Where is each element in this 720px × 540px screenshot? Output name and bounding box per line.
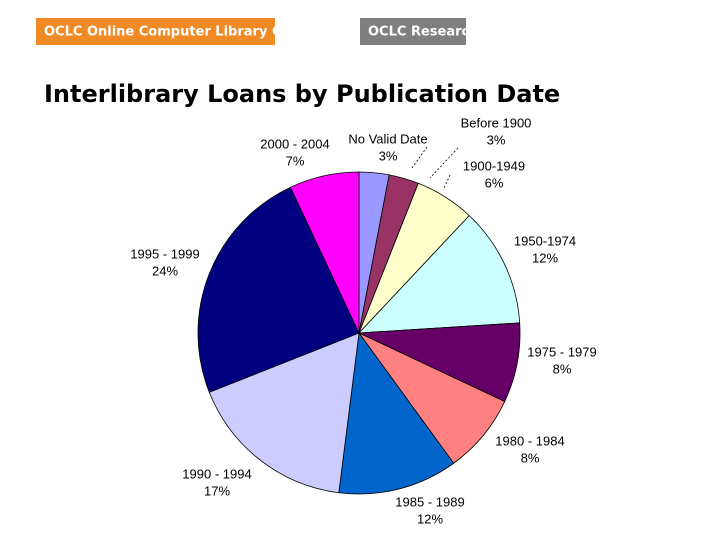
slice-value-label: 8% xyxy=(553,361,572,376)
slice-label: Before 1900 xyxy=(461,115,532,130)
slice-label: 1980 - 1984 xyxy=(495,433,564,448)
org-banner xyxy=(36,18,275,45)
leader-line xyxy=(411,146,428,169)
pie-slice xyxy=(289,171,360,334)
pie-slice xyxy=(197,186,360,393)
slice-value-label: 3% xyxy=(379,148,398,163)
slice-value-label: 24% xyxy=(152,263,178,278)
slice-value-label: 17% xyxy=(204,483,230,498)
slice-value-label: 12% xyxy=(532,250,558,265)
slice-label: 1985 - 1989 xyxy=(395,494,464,509)
chart-title: Interlibrary Loans by Publication Date xyxy=(44,80,560,108)
pie-slice xyxy=(208,332,360,494)
research-banner xyxy=(360,18,466,45)
slice-label: No Valid Date xyxy=(348,131,427,146)
research-name: OCLC Research xyxy=(368,25,478,40)
slice-label: 1900-1949 xyxy=(463,158,525,173)
org-name: OCLC Online Computer Library Center xyxy=(44,25,322,40)
slice-value-label: 12% xyxy=(417,511,443,526)
slice-label: 1975 - 1979 xyxy=(527,344,596,359)
pie-slice xyxy=(358,215,521,334)
slice-label: 1950-1974 xyxy=(514,233,576,248)
pie-slice xyxy=(338,331,455,495)
slice-value-label: 6% xyxy=(485,175,504,190)
leader-line xyxy=(443,174,451,189)
slice-value-label: 8% xyxy=(521,450,540,465)
slice-value-label: 3% xyxy=(487,132,506,147)
slice-label: 2000 - 2004 xyxy=(260,136,329,151)
slice-label: 1995 - 1999 xyxy=(130,246,199,261)
labels: No Valid Date 3% Before 1900 3% 1900-1949 6% 1… xyxy=(130,115,596,526)
pie xyxy=(197,171,521,495)
slice-value-label: 7% xyxy=(286,153,305,168)
slice-label: 1990 - 1994 xyxy=(182,466,251,481)
leader-line xyxy=(429,147,459,179)
